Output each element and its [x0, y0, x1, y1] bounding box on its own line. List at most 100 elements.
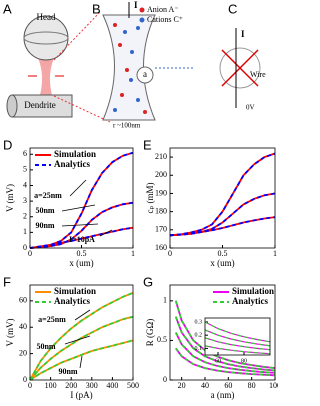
- annotation-arrow: [64, 335, 91, 345]
- label: Dendrite: [24, 100, 56, 110]
- y-tick-label: 1: [163, 296, 167, 305]
- y-tick-label: 6: [23, 149, 27, 158]
- legend-label: Analytics: [232, 296, 268, 306]
- legend-label: Simulation: [54, 286, 96, 296]
- x-tick-label: 80: [241, 358, 247, 364]
- y-axis-label: V (mV): [5, 184, 15, 212]
- curve: [29, 315, 134, 381]
- plot-frame: [29, 284, 134, 381]
- plot-frame: [169, 284, 276, 381]
- curve: [204, 321, 271, 343]
- x-axis-label: x (um): [69, 258, 93, 268]
- y-tick-label: 170: [155, 225, 167, 234]
- curve: [204, 345, 271, 355]
- x-tick-label: 0: [28, 381, 32, 390]
- y-axis-label: R (GΩ): [145, 319, 155, 346]
- panel-label: A: [3, 1, 12, 16]
- curve: [29, 226, 134, 249]
- curve: [169, 192, 276, 237]
- head-shape: [23, 15, 69, 61]
- legend-label: Analytics: [54, 296, 90, 306]
- curve: [174, 332, 275, 374]
- annotation-arrow: [69, 179, 87, 197]
- x-tick-label: 60: [224, 381, 232, 390]
- figure: A Head Dendrite B I Anion A⁻ Cations C⁺ …: [3, 0, 278, 400]
- curve: [29, 292, 134, 381]
- x-tick-label: 100: [45, 381, 57, 390]
- y-tick-label: 20: [19, 348, 27, 357]
- curve: [175, 347, 275, 377]
- y-tick-label: 4: [23, 180, 27, 189]
- legend-label: Anion A⁻: [147, 5, 179, 14]
- inset-background: [205, 318, 270, 355]
- y-tick-label: 2: [23, 212, 27, 221]
- x-tick-label: 40: [201, 381, 209, 390]
- plot-frame: [29, 147, 134, 249]
- radius-circle: [136, 66, 154, 84]
- annotation-arrow: [79, 355, 83, 369]
- ions: [113, 23, 147, 114]
- curve: [29, 201, 134, 249]
- x-axis-label: I (pA): [70, 390, 92, 400]
- annotation: a=25nm: [34, 191, 62, 200]
- plot-frame: [204, 317, 271, 356]
- y-tick-label: 1: [23, 227, 27, 236]
- annotation: I=10pA: [69, 235, 95, 244]
- neck-shape: [102, 14, 156, 121]
- x-tick-label: 0.5: [77, 249, 87, 258]
- plot-lines: [29, 292, 134, 381]
- panel-a: A Head Dendrite: [3, 1, 111, 123]
- plot-lines: [169, 152, 276, 237]
- label: I: [241, 29, 245, 39]
- y-tick-label: 0: [163, 375, 167, 384]
- head-ring: [23, 31, 69, 45]
- plot-lines: [174, 300, 275, 377]
- y-tick-label: 160: [155, 243, 167, 252]
- panel-label: G: [143, 274, 153, 289]
- panel-label: C: [228, 1, 237, 16]
- panel-label: E: [143, 137, 152, 152]
- label: r ~100nm: [113, 122, 141, 130]
- annotation: 50nm: [35, 206, 54, 215]
- curve: [204, 337, 271, 351]
- y-tick-label: 210: [155, 152, 167, 161]
- label: 0V: [246, 104, 255, 112]
- curve: [174, 300, 275, 369]
- annotation-arrow: [99, 229, 113, 237]
- neck: [38, 58, 54, 95]
- x-tick-label: 400: [106, 381, 118, 390]
- label: Head: [37, 12, 56, 22]
- x-tick-label: 20: [178, 381, 186, 390]
- legend-label: Simulation: [232, 286, 274, 296]
- x-tick-label: 0: [168, 249, 172, 258]
- y-tick-label: 200: [155, 170, 167, 179]
- x-tick-label: 1: [273, 249, 277, 258]
- panel-c: C I Wire 0V: [219, 1, 266, 112]
- x-tick-label: 0.5: [218, 249, 228, 258]
- annotation: 50nm: [36, 342, 55, 351]
- annotation-arrow: [61, 223, 99, 227]
- zoom-line: [53, 11, 111, 123]
- annotation: 90nm: [35, 221, 54, 230]
- legend-label: Simulation: [54, 149, 96, 159]
- circle: [219, 47, 261, 89]
- y-tick-label: 3: [23, 196, 27, 205]
- x-tick-label: 0: [28, 249, 32, 258]
- cation-dot: [139, 17, 145, 23]
- curve: [204, 329, 271, 347]
- x-tick-label: 500: [127, 381, 139, 390]
- x-tick-label: 100: [269, 381, 278, 390]
- x-tick-label: 80: [248, 381, 256, 390]
- x-axis-label: x (um): [210, 258, 234, 268]
- y-tick-label: 5: [23, 165, 27, 174]
- y-tick-label: 190: [155, 188, 167, 197]
- y-tick-label: 180: [155, 206, 167, 215]
- x-axis-label: a (nm): [211, 390, 235, 400]
- y-tick-label: 0: [23, 375, 27, 384]
- annotation: a=25nm: [38, 315, 66, 324]
- plot-lines: [29, 151, 134, 249]
- x-tick-label: 200: [65, 381, 77, 390]
- y-tick-label: 40: [19, 322, 27, 331]
- label: I: [134, 0, 138, 10]
